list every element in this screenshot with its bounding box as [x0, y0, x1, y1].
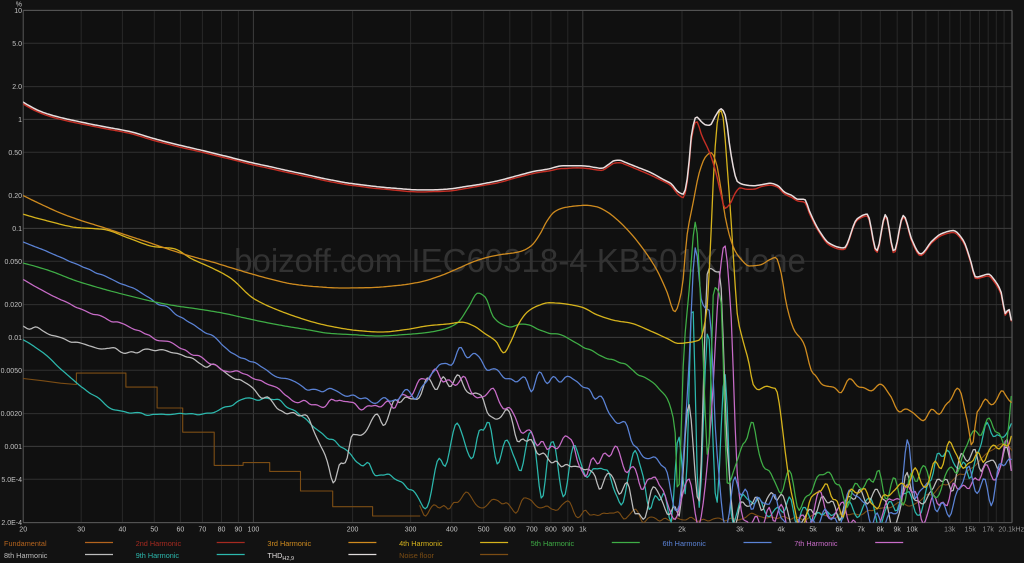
svg-text:7k: 7k [857, 527, 865, 534]
svg-text:1: 1 [18, 117, 22, 124]
svg-text:0.01: 0.01 [8, 335, 22, 342]
svg-text:9th Harmonic: 9th Harmonic [136, 551, 180, 560]
svg-text:0.50: 0.50 [8, 150, 22, 157]
svg-text:THDH2,9: THDH2,9 [267, 551, 294, 562]
svg-text:5th Harmonic: 5th Harmonic [531, 539, 575, 548]
svg-text:8th Harmonic: 8th Harmonic [4, 551, 48, 560]
svg-text:15k: 15k [965, 527, 977, 534]
svg-text:5k: 5k [809, 527, 817, 534]
svg-text:6th Harmonic: 6th Harmonic [663, 539, 707, 548]
svg-text:7th Harmonic: 7th Harmonic [794, 539, 838, 548]
svg-text:0.020: 0.020 [4, 302, 22, 309]
svg-text:100: 100 [248, 527, 260, 534]
svg-text:0.001: 0.001 [4, 444, 22, 451]
svg-text:2k: 2k [678, 527, 686, 534]
svg-text:1k: 1k [579, 527, 587, 534]
svg-text:Fundamental: Fundamental [4, 539, 47, 548]
svg-text:9k: 9k [893, 527, 901, 534]
svg-text:40: 40 [119, 527, 127, 534]
svg-text:5.0E-4: 5.0E-4 [1, 477, 22, 484]
svg-text:5.0: 5.0 [12, 41, 22, 48]
svg-text:600: 600 [504, 527, 516, 534]
svg-text:3rd Harmonic: 3rd Harmonic [267, 539, 311, 548]
svg-text:0.1: 0.1 [12, 226, 22, 233]
svg-text:%: % [16, 2, 22, 9]
svg-text:0.050: 0.050 [4, 259, 22, 266]
svg-text:2.0E-4: 2.0E-4 [1, 520, 22, 527]
svg-text:500: 500 [478, 527, 490, 534]
svg-text:Noise floor: Noise floor [399, 551, 434, 560]
svg-text:4k: 4k [777, 527, 785, 534]
svg-text:300: 300 [405, 527, 417, 534]
svg-text:13k: 13k [944, 527, 956, 534]
svg-text:700: 700 [526, 527, 538, 534]
svg-text:800: 800 [545, 527, 557, 534]
svg-text:60: 60 [177, 527, 185, 534]
svg-text:3k: 3k [736, 527, 744, 534]
svg-text:0.20: 0.20 [8, 193, 22, 200]
svg-text:20.1kHz: 20.1kHz [998, 527, 1024, 534]
svg-text:90: 90 [235, 527, 243, 534]
svg-text:0.0050: 0.0050 [1, 368, 23, 375]
svg-text:6k: 6k [835, 527, 843, 534]
svg-text:8k: 8k [877, 527, 885, 534]
svg-text:0.0020: 0.0020 [1, 411, 23, 418]
svg-text:50: 50 [150, 527, 158, 534]
svg-text:200: 200 [347, 527, 359, 534]
svg-text:10k: 10k [907, 527, 919, 534]
svg-text:30: 30 [77, 527, 85, 534]
svg-text:20: 20 [19, 527, 27, 534]
svg-text:900: 900 [562, 527, 574, 534]
svg-text:17k: 17k [983, 527, 995, 534]
svg-text:80: 80 [218, 527, 226, 534]
svg-text:400: 400 [446, 527, 458, 534]
svg-text:10: 10 [14, 8, 22, 15]
svg-text:2.0: 2.0 [12, 84, 22, 91]
svg-text:2nd Harmonic: 2nd Harmonic [136, 539, 182, 548]
svg-text:4th Harmonic: 4th Harmonic [399, 539, 443, 548]
svg-text:70: 70 [199, 527, 207, 534]
